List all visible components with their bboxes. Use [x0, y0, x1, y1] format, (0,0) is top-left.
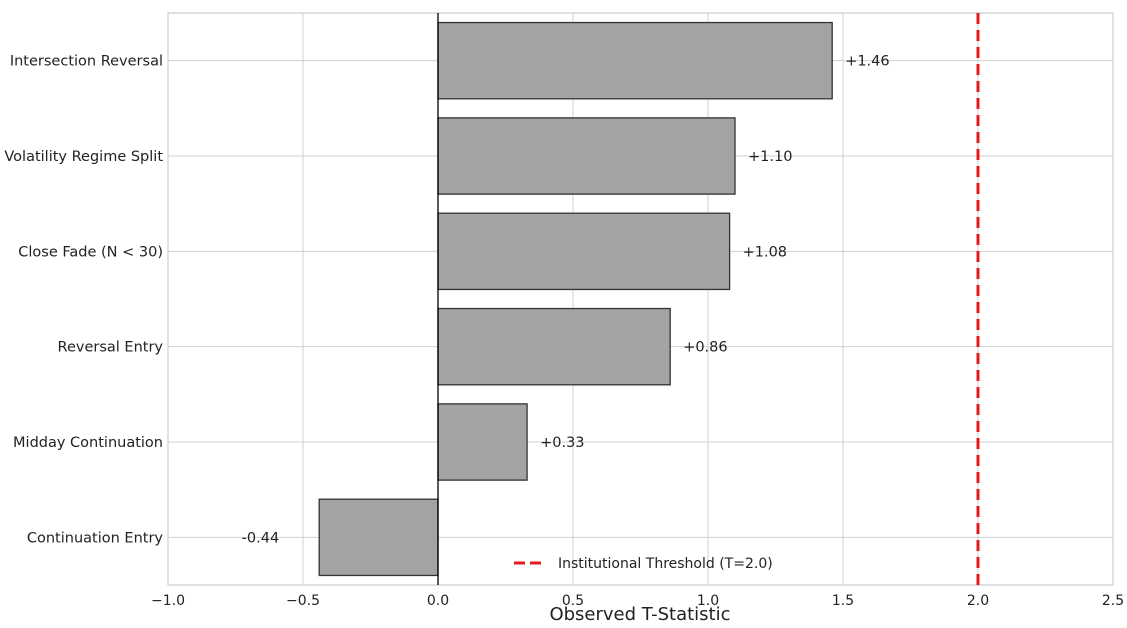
x-tick-label-1: −0.5 — [286, 593, 320, 609]
data-label-0: +1.46 — [845, 54, 889, 70]
legend: Institutional Threshold (T=2.0) — [514, 556, 773, 572]
bar-4 — [437, 403, 528, 481]
category-label-5: Continuation Entry — [27, 530, 164, 546]
bar-3 — [437, 307, 671, 386]
x-tick-label-7: 2.5 — [1102, 593, 1124, 609]
legend-label-threshold: Institutional Threshold (T=2.0) — [558, 556, 773, 572]
bar-5 — [318, 498, 439, 577]
category-label-0: Intersection Reversal — [10, 54, 163, 70]
x-tick-label-5: 1.5 — [832, 593, 854, 609]
data-label-5: -0.44 — [242, 530, 280, 546]
category-label-1: Volatility Regime Split — [4, 149, 163, 165]
data-label-2: +1.08 — [743, 244, 787, 260]
category-labels: Intersection Reversal Volatility Regime S… — [4, 54, 163, 547]
x-tick-label-3: 0.5 — [562, 593, 584, 609]
x-tick-label-2: 0.0 — [427, 593, 449, 609]
category-label-3: Reversal Entry — [58, 340, 164, 356]
data-label-4: +0.33 — [540, 435, 584, 451]
bar-2 — [437, 212, 731, 291]
bar-series — [318, 21, 833, 577]
x-tick-label-0: −1.0 — [151, 593, 185, 609]
category-label-2: Close Fade (N < 30) — [18, 244, 163, 260]
x-tick-label-6: 2.0 — [967, 593, 989, 609]
data-label-3: +0.86 — [683, 340, 727, 356]
category-label-4: Midday Continuation — [13, 435, 163, 451]
data-labels: +1.46 +1.10 +1.08 +0.86 +0.33 -0.44 — [242, 54, 890, 547]
data-label-1: +1.10 — [748, 149, 792, 165]
x-tick-label-4: 1.0 — [697, 593, 719, 609]
bar-1 — [437, 117, 736, 195]
x-tick-labels: −1.0 −0.5 0.0 0.5 1.0 1.5 2.0 2.5 — [151, 593, 1124, 609]
plot-area — [167, 12, 1114, 586]
x-axis-title: Observed T-Statistic — [549, 604, 730, 625]
bar-0 — [437, 21, 833, 100]
